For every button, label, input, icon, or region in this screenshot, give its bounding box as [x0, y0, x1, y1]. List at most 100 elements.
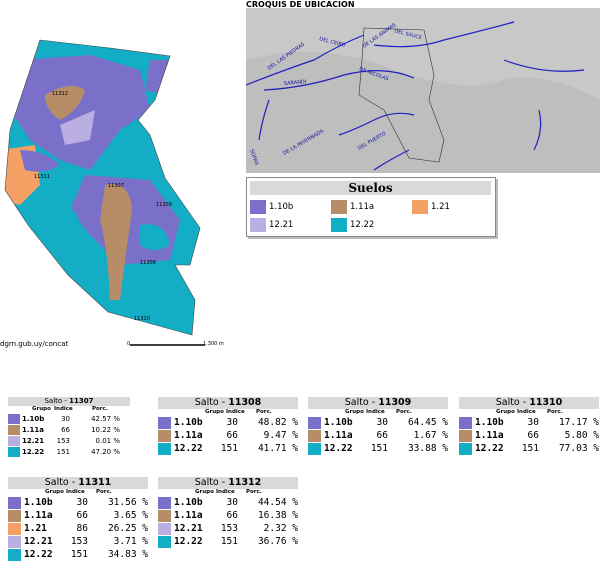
column-header-indice: Indice — [54, 406, 73, 412]
porc-cell: 1.67 % — [413, 430, 448, 441]
column-header-grupo: Grupo — [205, 409, 224, 415]
porc-cell: 31.56 % — [107, 497, 148, 508]
column-headers: Grupo Indice Porc. — [8, 406, 130, 414]
padron-number: 11311 — [78, 477, 112, 488]
soil-swatch — [158, 523, 171, 535]
legend-item: 12.21 — [250, 218, 293, 233]
padron-number: 11310 — [529, 397, 563, 408]
soil-swatch — [8, 536, 21, 548]
column-headers: Grupo Indice Porc. — [308, 409, 448, 417]
grupo-cell: 12.22 — [24, 549, 53, 560]
inset-title: CROQUIS DE UBICACION — [246, 0, 355, 9]
indice-cell: 30 — [61, 415, 70, 423]
legend-title: Suelos — [250, 181, 491, 195]
column-header-grupo: Grupo — [345, 409, 364, 415]
indice-cell: 66 — [226, 510, 238, 521]
parcel-label-11312: 11312 — [52, 91, 68, 97]
legend-swatch — [412, 200, 428, 214]
porc-cell: 33.88 % — [407, 443, 448, 454]
column-headers: Grupo Indice Porc. — [459, 409, 599, 417]
indice-cell: 86 — [76, 523, 88, 534]
porc-cell: 16.38 % — [257, 510, 298, 521]
table-row: 12.22 151 36.76 % — [158, 536, 298, 549]
porc-cell: 5.80 % — [564, 430, 599, 441]
legend-item: 1.11a — [331, 200, 374, 215]
table-row: 1.11a 66 1.67 % — [308, 430, 448, 443]
grupo-cell: 1.11a — [475, 430, 504, 441]
porc-cell: 10.22 % — [91, 426, 120, 434]
table-header: Salto - 11309 — [308, 397, 448, 409]
grupo-cell: 12.21 — [174, 523, 203, 534]
table-row: 1.21 86 26.25 % — [8, 523, 148, 536]
soil-swatch — [8, 447, 20, 457]
padron-table-11309: Salto - 11309 Grupo Indice Porc. 1.10b 30 64.4… — [308, 397, 448, 456]
indice-cell: 30 — [226, 497, 238, 508]
padron-number: 11307 — [69, 397, 94, 405]
porc-cell: 34.83 % — [107, 549, 148, 560]
grupo-cell: 1.10b — [22, 415, 45, 423]
grupo-cell: 12.22 — [324, 443, 353, 454]
legend-item: 1.21 — [412, 200, 450, 215]
column-header-grupo: Grupo — [496, 409, 515, 415]
porc-cell: 3.71 % — [113, 536, 148, 547]
legend-swatch — [250, 200, 266, 214]
grupo-cell: 1.11a — [174, 510, 203, 521]
indice-cell: 151 — [70, 549, 88, 560]
column-header-porc: Porc. — [96, 489, 112, 495]
parcel-label-11309: 11309 — [156, 202, 172, 208]
table-row: 12.22 151 34.83 % — [8, 549, 148, 562]
table-row: 12.22 151 41.71 % — [158, 443, 298, 456]
column-header-indice: Indice — [66, 489, 85, 495]
padron-table-11308: Salto - 11308 Grupo Indice Porc. 1.10b 30 48.8… — [158, 397, 298, 456]
indice-cell: 66 — [61, 426, 70, 434]
grupo-cell: 1.10b — [24, 497, 53, 508]
svg-text:SARANDI: SARANDI — [284, 79, 307, 87]
column-header-porc: Porc. — [92, 406, 108, 412]
grupo-cell: 1.10b — [324, 417, 353, 428]
porc-cell: 42.57 % — [91, 415, 120, 423]
soil-swatch — [8, 414, 20, 424]
indice-cell: 30 — [226, 417, 238, 428]
porc-cell: 0.01 % — [95, 437, 120, 445]
soil-swatch — [308, 430, 321, 442]
padron-number: 11308 — [228, 397, 262, 408]
legend-item: 1.10b — [250, 200, 293, 215]
grupo-cell: 1.11a — [24, 510, 53, 521]
column-headers: Grupo Indice Porc. — [158, 489, 298, 497]
indice-cell: 66 — [226, 430, 238, 441]
grupo-cell: 1.10b — [174, 497, 203, 508]
column-header-porc: Porc. — [547, 409, 563, 415]
legend-item: 12.22 — [331, 218, 374, 233]
table-row: 1.10b 30 31.56 % — [8, 497, 148, 510]
column-header-grupo: Grupo — [32, 406, 51, 412]
column-header-grupo: Grupo — [45, 489, 64, 495]
soil-swatch — [158, 443, 171, 455]
column-header-indice: Indice — [366, 409, 385, 415]
grupo-cell: 12.21 — [22, 437, 45, 445]
soil-swatch — [459, 430, 472, 442]
source-url[interactable]: dgrn.gub.uy/concat — [0, 340, 69, 348]
padron-number: 11312 — [228, 477, 262, 488]
table-row: 12.21 153 0.01 % — [8, 436, 130, 447]
grupo-cell: 12.22 — [174, 536, 203, 547]
table-row: 12.22 151 33.88 % — [308, 443, 448, 456]
table-row: 12.22 151 47.20 % — [8, 447, 130, 458]
table-row: 1.11a 66 5.80 % — [459, 430, 599, 443]
indice-cell: 30 — [527, 417, 539, 428]
soil-swatch — [459, 417, 472, 429]
parcel-label-11307: 11307 — [108, 183, 124, 189]
soil-swatch — [308, 417, 321, 429]
table-row: 1.10b 30 17.17 % — [459, 417, 599, 430]
grupo-cell: 12.21 — [24, 536, 53, 547]
table-row: 12.21 153 2.32 % — [158, 523, 298, 536]
table-row: 1.10b 30 44.54 % — [158, 497, 298, 510]
soil-swatch — [308, 443, 321, 455]
table-row: 12.21 153 3.71 % — [8, 536, 148, 549]
soil-swatch — [158, 430, 171, 442]
soil-swatch — [8, 510, 21, 522]
indice-cell: 66 — [376, 430, 388, 441]
column-header-indice: Indice — [226, 409, 245, 415]
porc-cell: 36.76 % — [257, 536, 298, 547]
porc-cell: 44.54 % — [257, 497, 298, 508]
table-header: Salto - 11308 — [158, 397, 298, 409]
